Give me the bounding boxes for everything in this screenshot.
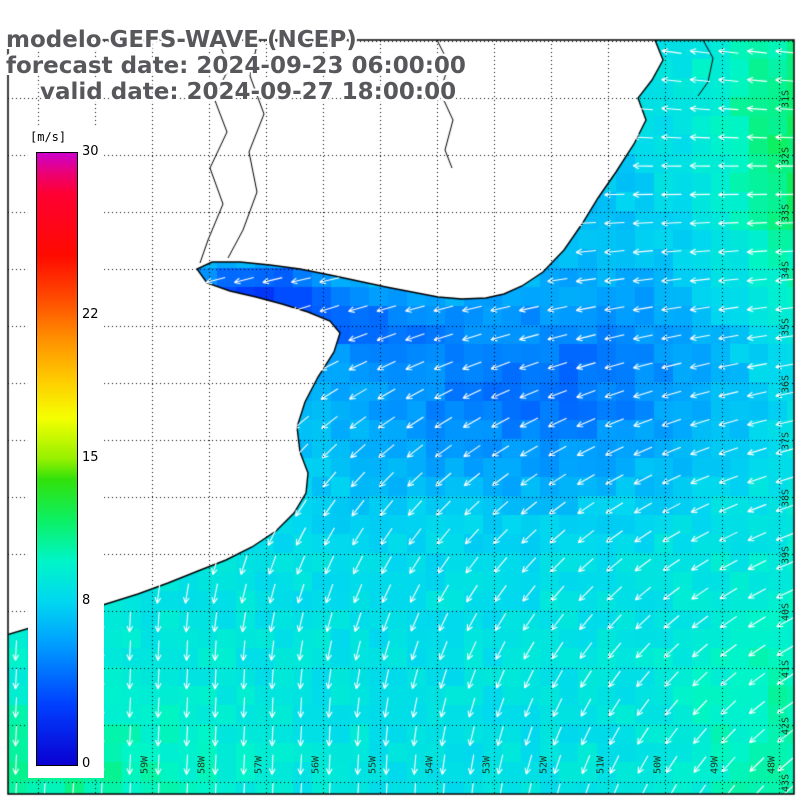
- title-block: modelo GEFS-WAVE (NCEP) forecast date: 2…: [6, 27, 466, 105]
- colorbar-unit-label: [m/s]: [30, 130, 67, 144]
- colorbar-tick-label: 30: [82, 144, 99, 159]
- colorbar-tick-label: 8: [82, 592, 91, 608]
- colorbar-tick-label: 15: [82, 450, 99, 465]
- model-title: modelo GEFS-WAVE (NCEP): [6, 27, 357, 53]
- valid-date-label: valid date: 2024-09-27 18:00:00: [40, 79, 457, 105]
- colorbar-gradient-bar: [36, 152, 78, 766]
- colorbar-tick-label: 22: [82, 307, 99, 323]
- forecast-date-label: forecast date: 2024-09-23 06:00:00: [6, 53, 466, 79]
- colorbar-tick-label: 0: [82, 756, 91, 771]
- colorbar: [m/s] 30 22 15 8 0: [28, 126, 104, 778]
